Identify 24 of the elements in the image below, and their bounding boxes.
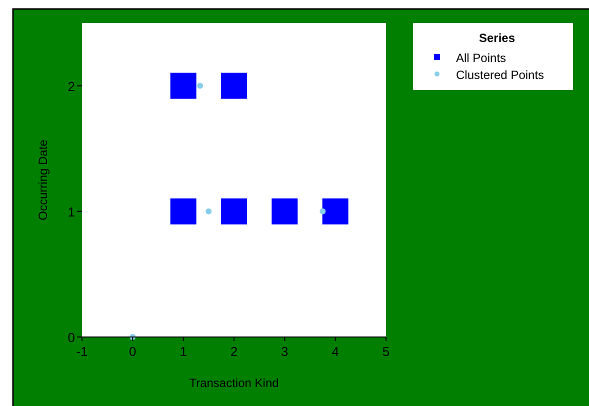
- y-tick-label: 2: [68, 78, 75, 94]
- x-tick-label: -1: [76, 344, 88, 359]
- point: [322, 198, 348, 224]
- x-tick-label: 4: [332, 344, 339, 359]
- legend-label: All Points: [456, 51, 506, 65]
- point: [206, 208, 212, 214]
- y-axis-title: Occurring Date: [36, 139, 50, 220]
- point: [272, 198, 298, 224]
- x-tick-label: 2: [230, 344, 238, 359]
- point: [170, 72, 196, 99]
- x-tick-label: 1: [180, 344, 187, 359]
- legend-label: Clustered Points: [456, 68, 544, 82]
- x-tick-label: 0: [129, 344, 136, 359]
- point: [170, 198, 196, 224]
- x-tick-label: 5: [382, 344, 390, 359]
- y-tick-label: 1: [68, 204, 75, 220]
- point: [221, 198, 247, 224]
- x-axis-title: Transaction Kind: [189, 376, 279, 390]
- point: [197, 82, 204, 89]
- x-tick-label: 3: [281, 344, 288, 359]
- y-tick-label: 0: [68, 330, 75, 345]
- point: [221, 72, 247, 99]
- legend-title: Series: [478, 31, 516, 45]
- point: [320, 208, 326, 214]
